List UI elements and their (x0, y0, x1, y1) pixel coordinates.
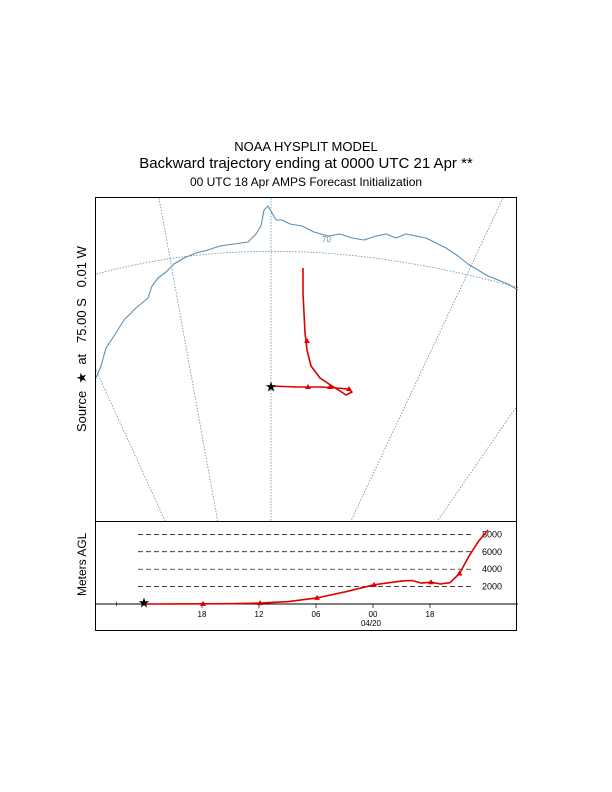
height-tick-label: 8000 (482, 529, 502, 539)
left-edge-marker: + (114, 599, 119, 609)
height-series-line (145, 529, 489, 605)
antarctic-coastline (96, 205, 518, 379)
map-svg: 70 (96, 198, 518, 523)
source-at: at (74, 353, 89, 365)
height-hour-marker (456, 570, 463, 576)
source-star-icon (265, 381, 277, 392)
height-hour-marker (200, 600, 206, 606)
time-tick-label: 18 (198, 610, 207, 619)
time-tick-label: 00 (369, 610, 378, 619)
graticule-meridian-w2 (96, 368, 167, 523)
source-star-icon: ★ (74, 371, 89, 384)
graticule-meridian-e2 (435, 403, 518, 523)
height-hour-marker (314, 594, 320, 600)
height-source-star-icon (138, 597, 150, 608)
height-hour-marker (371, 581, 377, 587)
source-lon: 0.01 W (74, 246, 89, 288)
height-hour-marker (428, 579, 434, 585)
map-panel: 70 (95, 197, 518, 523)
height-tick-label: 6000 (482, 547, 502, 557)
trajectory-hour-marker (327, 384, 333, 389)
graticule-meridian-e1 (349, 198, 504, 523)
source-prefix: Source (74, 390, 89, 432)
graticule-meridian-w1 (158, 198, 219, 523)
source-lat: 75.00 S (74, 298, 89, 343)
trajectory-path (270, 268, 353, 396)
trajectory-hour-marker (305, 384, 311, 389)
source-location-label: Source ★ at 75.00 S 0.01 W (74, 246, 90, 432)
height-hour-marker (257, 600, 263, 606)
initialization-subtitle: 00 UTC 18 Apr AMPS Forecast Initializati… (189, 175, 423, 189)
height-tick-label: 4000 (482, 564, 502, 574)
date-label: 04/20 (361, 619, 382, 628)
time-tick-label: 18 (426, 610, 435, 619)
graticule-label: 70 (322, 235, 331, 244)
time-tick-label: 12 (255, 610, 264, 619)
height-panel: 2000 4000 6000 8000 18 12 06 00 18 04/20 + (95, 521, 518, 631)
trajectory-hour-marker (304, 338, 310, 343)
trajectory-hour-marker (346, 386, 352, 391)
height-axis-label: Meters AGL (75, 532, 89, 596)
trajectory-title: Backward trajectory ending at 0000 UTC 2… (139, 155, 473, 172)
model-title: NOAA HYSPLIT MODEL (234, 139, 378, 154)
height-tick-label: 2000 (482, 582, 502, 592)
time-tick-label: 06 (312, 610, 321, 619)
height-profile-svg: 2000 4000 6000 8000 18 12 06 00 18 04/20 + (96, 529, 518, 628)
graticule-latitude-70 (96, 250, 518, 289)
